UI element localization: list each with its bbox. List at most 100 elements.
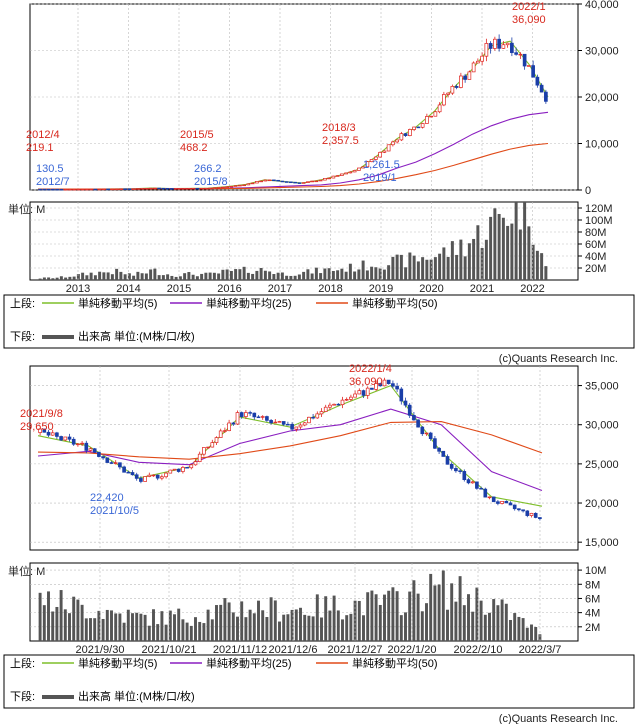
candle-body [314,180,319,183]
annotation-date: 2022/1/4 [349,363,392,375]
volume-bar [225,269,229,280]
volume-bar [471,611,475,641]
volume-bar [446,609,449,641]
volume-bar [93,618,97,641]
volume-bar [153,268,157,280]
candle-body [265,416,269,421]
candle-body [238,184,242,187]
candle-body [182,188,187,190]
candle-body [301,182,306,184]
moving-average-line [37,408,543,492]
volume-bar [362,615,365,641]
volume-bar [149,269,153,280]
volume-bar [540,253,544,280]
volume-bar [183,273,187,280]
price-tick-label: 20,000 [585,92,619,104]
candle-body [416,419,420,428]
volume-bar [161,275,165,280]
candle-body [521,509,525,512]
candle-body [340,399,345,405]
annotation-value: 22,420 [90,492,124,504]
price-tick-label: 15,000 [585,537,619,549]
volume-bar [459,239,463,280]
volume-bar [509,619,512,641]
volume-bar [227,602,231,641]
legend-lower-label: 下段: [10,329,35,343]
candle-body [185,466,189,469]
candle-body [344,399,349,401]
volume-bar [64,277,68,280]
candle-body [522,53,527,67]
volume-bar [492,599,496,641]
x-tick-label: 2021 [470,283,494,295]
annotation-date: 2012/4 [26,129,60,141]
candle-body [544,91,548,102]
candle-body [176,468,181,472]
volume-bar [114,613,118,641]
volume-bar [215,605,218,641]
volume-bar [177,608,181,641]
candle-body [68,188,72,191]
volume-bar [361,260,365,280]
candle-body [505,42,510,46]
volume-tick-label: 60M [585,239,606,251]
volume-bar [259,267,263,280]
volume-bar [437,584,441,641]
volume-bar [454,601,458,641]
volume-bar [38,278,42,280]
candle-body [256,416,261,419]
legend-volume-swatch [42,335,74,339]
candle-body [327,177,331,180]
candle-body [527,65,531,67]
candle-body [160,476,164,479]
volume-bar [378,268,382,280]
volume-bar [391,256,395,280]
candle-body [298,424,303,428]
volume-bar [374,267,378,280]
candle-body [227,422,231,432]
x-tick-label: 2022 [520,283,544,295]
volume-bar [345,615,349,641]
candle-body [118,462,122,468]
volume-bar [59,590,63,641]
volume-bar [272,274,276,280]
volume-bar [353,271,357,280]
candle-body [525,510,530,516]
candle-body [311,416,315,419]
volume-bar [206,609,210,641]
candle-body [38,188,42,191]
volume-bar [140,273,144,280]
long-copyright: (c)Quants Research Inc. [499,353,618,365]
candle-body [88,448,93,451]
candle-body [348,171,353,174]
candle-body [504,501,509,504]
volume-bar [446,256,450,280]
price-tick-label: 25,000 [585,459,619,471]
candle-body [214,437,219,443]
volume-bar [76,274,80,280]
candle-body [105,457,110,463]
candle-body [293,181,297,184]
volume-bar [455,254,459,280]
candle-body [449,463,454,469]
volume-bar [387,265,391,280]
volume-bar [327,268,331,280]
candle-body [310,180,314,183]
volume-bar [166,274,170,280]
candle-body [529,512,534,516]
candle-body [272,179,276,182]
volume-bar [174,276,178,280]
volume-bar [118,613,122,641]
candle-body [233,185,238,187]
candle-body [539,84,544,93]
volume-bar [178,276,182,280]
volume-bar [97,610,101,641]
short-legend-box [3,654,635,709]
candle-body [475,481,479,489]
candle-body [403,133,408,136]
volume-bar [480,248,484,280]
volume-bar [173,614,176,641]
volume-bar [484,239,488,280]
candle-body [340,173,344,176]
candle-body [476,60,480,64]
